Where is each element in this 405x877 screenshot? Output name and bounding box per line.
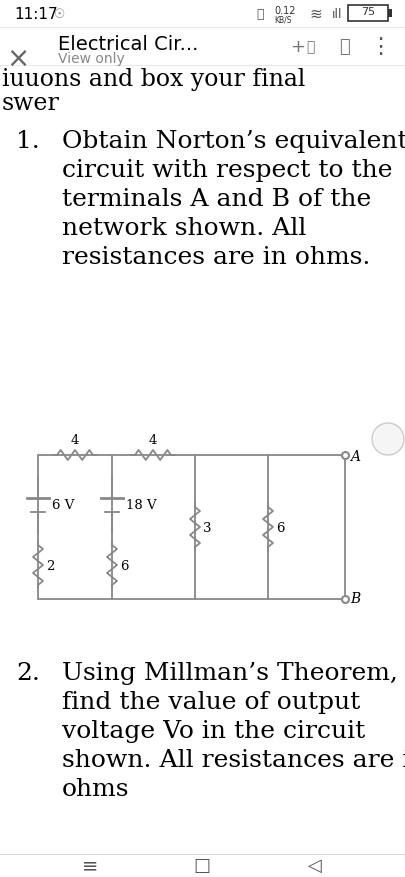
Text: 6 V: 6 V [52,499,75,512]
Text: 2: 2 [46,559,54,572]
Text: 6: 6 [120,559,128,572]
Text: 4: 4 [71,433,79,446]
Text: ×: × [6,45,30,73]
Text: resistances are in ohms.: resistances are in ohms. [62,246,371,268]
Text: 4: 4 [149,433,157,446]
Text: 1.: 1. [16,130,40,153]
Text: swer: swer [2,92,60,115]
Bar [388,10,392,18]
Text: voltage Vo in the circuit: voltage Vo in the circuit [62,719,365,742]
Text: ıll: ıll [332,8,342,20]
Text: +: + [290,38,305,56]
Text: circuit with respect to the: circuit with respect to the [62,159,392,182]
Text: iuuons and box your final: iuuons and box your final [2,68,305,91]
Text: 3: 3 [203,521,211,534]
Text: KB/S: KB/S [274,15,292,24]
Text: A: A [350,450,360,463]
Text: network shown. All: network shown. All [62,217,306,239]
Text: Using Millman’s Theorem,: Using Millman’s Theorem, [62,661,398,684]
Text: □: □ [194,856,211,874]
Text: 11:17: 11:17 [14,7,58,22]
Text: ◁: ◁ [308,856,322,874]
Text: terminals A and B of the: terminals A and B of the [62,188,371,210]
Text: shown. All resistances are in: shown. All resistances are in [62,748,405,771]
Text: Obtain Norton’s equivalent: Obtain Norton’s equivalent [62,130,405,153]
Text: ≡: ≡ [82,856,98,874]
Bar [348,6,388,22]
Text: 6: 6 [276,521,284,534]
Text: find the value of output: find the value of output [62,690,360,713]
Text: 75: 75 [361,7,375,17]
Text: ohms: ohms [62,777,130,800]
Text: ☉: ☉ [54,8,66,20]
Text: 0.12: 0.12 [274,6,296,16]
Text: Electrical Cir...: Electrical Cir... [58,35,198,54]
Circle shape [372,424,404,455]
Text: View only: View only [58,52,125,66]
Text: ≋: ≋ [310,6,322,21]
Text: ▼: ▼ [384,440,392,451]
Text: 2.: 2. [16,661,40,684]
Text: 💬: 💬 [340,38,350,56]
Text: 18 V: 18 V [126,499,157,512]
Text: 🔔: 🔔 [256,8,264,20]
Text: B: B [350,591,360,605]
Text: ⋮: ⋮ [369,37,391,57]
Text: ▲: ▲ [384,430,392,439]
Text: 👤: 👤 [306,40,314,54]
